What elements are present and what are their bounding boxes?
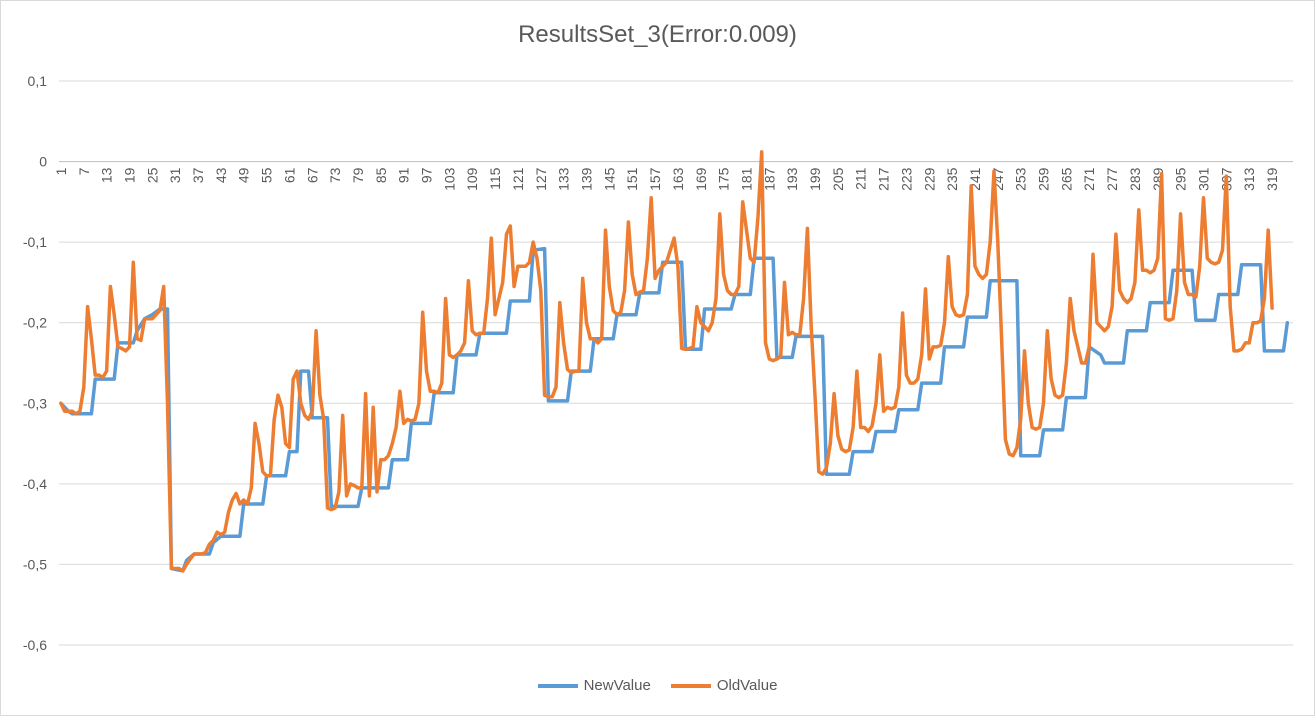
x-tick-label: 283: [1127, 167, 1143, 191]
x-tick-label: 163: [670, 167, 686, 191]
x-tick-label: 235: [944, 167, 960, 191]
x-tick-label: 175: [716, 167, 732, 191]
y-tick-label: 0: [39, 154, 47, 170]
x-tick-label: 55: [259, 167, 275, 183]
x-tick-label: 301: [1195, 167, 1211, 191]
y-tick-label: -0,3: [23, 395, 47, 411]
legend-swatch-oldvalue: [670, 683, 711, 688]
x-tick-label: 73: [327, 167, 343, 183]
x-tick-label: 205: [830, 167, 846, 191]
x-tick-label: 169: [693, 167, 709, 191]
legend-label-newvalue: NewValue: [583, 677, 651, 694]
x-tick-label: 61: [281, 167, 297, 183]
x-tick-label: 127: [533, 167, 549, 191]
y-tick-label: -0,2: [23, 315, 47, 331]
x-tick-label: 49: [236, 167, 252, 183]
x-tick-label: 25: [144, 167, 160, 183]
y-tick-label: -0,5: [23, 556, 47, 572]
x-tick-label: 211: [853, 167, 869, 190]
x-tick-label: 115: [487, 167, 503, 190]
x-tick-label: 217: [876, 167, 892, 191]
series-lines: [59, 150, 1290, 573]
x-axis-tick-labels: 1 7 13 19 25 31 37 43 49 55 61 67 73 79 85 91 97 103 109 11…: [53, 167, 1280, 191]
x-tick-label: 271: [1081, 167, 1097, 191]
x-tick-label: 31: [167, 167, 183, 183]
x-tick-label: 97: [419, 167, 435, 183]
series-line-newvalue: [59, 246, 1290, 573]
x-tick-label: 1: [53, 167, 69, 175]
y-axis-tick-labels: 0,1 0 -0,1 -0,2 -0,3 -0,4 -0,5 -0,6: [23, 73, 47, 653]
x-tick-label: 259: [1036, 167, 1052, 191]
x-tick-label: 199: [807, 167, 823, 191]
legend-swatch-newvalue: [537, 683, 578, 688]
x-tick-label: 139: [578, 167, 594, 191]
x-tick-label: 133: [556, 167, 572, 191]
x-tick-label: 103: [441, 167, 457, 191]
x-tick-label: 181: [738, 167, 754, 191]
chart-title: ResultsSet_3(Error:0.009): [518, 21, 797, 48]
x-tick-label: 79: [350, 167, 366, 183]
y-tick-label: -0,6: [23, 637, 47, 653]
x-tick-label: 187: [761, 167, 777, 191]
x-tick-label: 13: [99, 167, 115, 183]
series-line-oldvalue: [59, 150, 1274, 573]
x-tick-label: 7: [76, 167, 92, 175]
x-tick-label: 157: [647, 167, 663, 191]
x-tick-label: 19: [121, 167, 137, 183]
x-tick-label: 319: [1264, 167, 1280, 191]
x-tick-label: 241: [967, 167, 983, 191]
x-tick-label: 253: [1013, 167, 1029, 191]
x-tick-label: 151: [624, 167, 640, 191]
x-tick-label: 145: [601, 167, 617, 191]
y-tick-label: -0,1: [23, 234, 47, 250]
x-tick-label: 37: [190, 167, 206, 183]
legend-item-oldvalue: OldValue: [670, 677, 778, 694]
legend: NewValue OldValue: [1, 677, 1314, 694]
x-tick-label: 313: [1241, 167, 1257, 191]
y-tick-label: -0,4: [23, 476, 47, 492]
x-tick-label: 67: [304, 167, 320, 183]
legend-label-oldvalue: OldValue: [716, 677, 778, 694]
x-tick-label: 91: [396, 167, 412, 183]
x-tick-label: 229: [921, 167, 937, 191]
x-tick-label: 193: [784, 167, 800, 191]
x-tick-label: 277: [1104, 167, 1120, 191]
x-tick-label: 223: [898, 167, 914, 191]
x-tick-label: 85: [373, 167, 389, 183]
y-tick-label: 0,1: [28, 73, 48, 89]
x-tick-label: 295: [1173, 167, 1189, 191]
x-tick-label: 265: [1058, 167, 1074, 191]
legend-item-newvalue: NewValue: [537, 677, 651, 694]
x-tick-label: 121: [510, 167, 526, 191]
x-tick-label: 43: [213, 167, 229, 183]
x-tick-label: 109: [464, 167, 480, 191]
